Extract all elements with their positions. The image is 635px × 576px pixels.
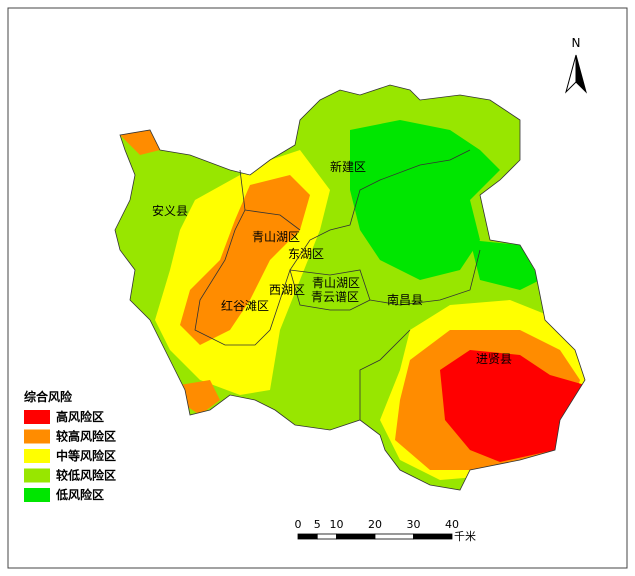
district-label: 安义县 bbox=[152, 203, 188, 218]
north-arrow: N bbox=[565, 36, 587, 94]
scale-tick-label: 40 bbox=[445, 518, 459, 531]
district-label: 青山湖区 bbox=[252, 229, 300, 244]
scale-segment bbox=[316, 533, 337, 540]
zone-high bbox=[440, 350, 585, 462]
legend-label: 低风险区 bbox=[55, 487, 104, 502]
legend-swatch bbox=[24, 449, 50, 463]
scale-tick-label: 0 bbox=[295, 518, 302, 531]
zone-high-mid bbox=[180, 175, 310, 345]
scale-unit: 千米 bbox=[454, 530, 476, 543]
district-label: 青云谱区 bbox=[311, 290, 359, 304]
district-label: 青山湖区 bbox=[312, 275, 360, 290]
zone-high-mid bbox=[180, 380, 220, 415]
scale-tick-label: 30 bbox=[407, 518, 421, 531]
legend-label: 较高风险区 bbox=[56, 429, 116, 444]
district-label: 西湖区 bbox=[269, 282, 305, 297]
arrow-right bbox=[575, 54, 587, 94]
legend-swatch bbox=[24, 429, 50, 444]
scale-segment bbox=[413, 533, 453, 540]
district-label: 东湖区 bbox=[288, 246, 324, 261]
district-label: 南昌县 bbox=[387, 292, 423, 307]
district-label: 进贤县 bbox=[476, 352, 512, 366]
scale-segment bbox=[374, 533, 414, 540]
scale-segment bbox=[336, 533, 376, 540]
zone-low bbox=[470, 240, 540, 290]
north-label: N bbox=[572, 36, 581, 50]
boundaries bbox=[114, 84, 586, 491]
legend-swatch bbox=[24, 410, 50, 424]
zone-low bbox=[350, 120, 500, 280]
legend-label: 中等风险区 bbox=[56, 448, 116, 463]
legend-label: 高风险区 bbox=[56, 409, 104, 424]
legend-title: 综合风险 bbox=[24, 389, 73, 404]
scale-tick-label: 10 bbox=[330, 518, 344, 531]
scale-tick-label: 5 bbox=[314, 518, 321, 531]
scale-tick-label: 20 bbox=[368, 518, 382, 531]
district-label: 新建区 bbox=[330, 159, 366, 174]
scale-segment bbox=[297, 533, 318, 540]
legend-label: 较低风险区 bbox=[56, 468, 116, 483]
district-label: 红谷滩区 bbox=[221, 298, 269, 313]
zone-high-mid bbox=[120, 130, 160, 155]
legend-swatch bbox=[24, 468, 50, 483]
legend-swatch bbox=[24, 488, 50, 502]
